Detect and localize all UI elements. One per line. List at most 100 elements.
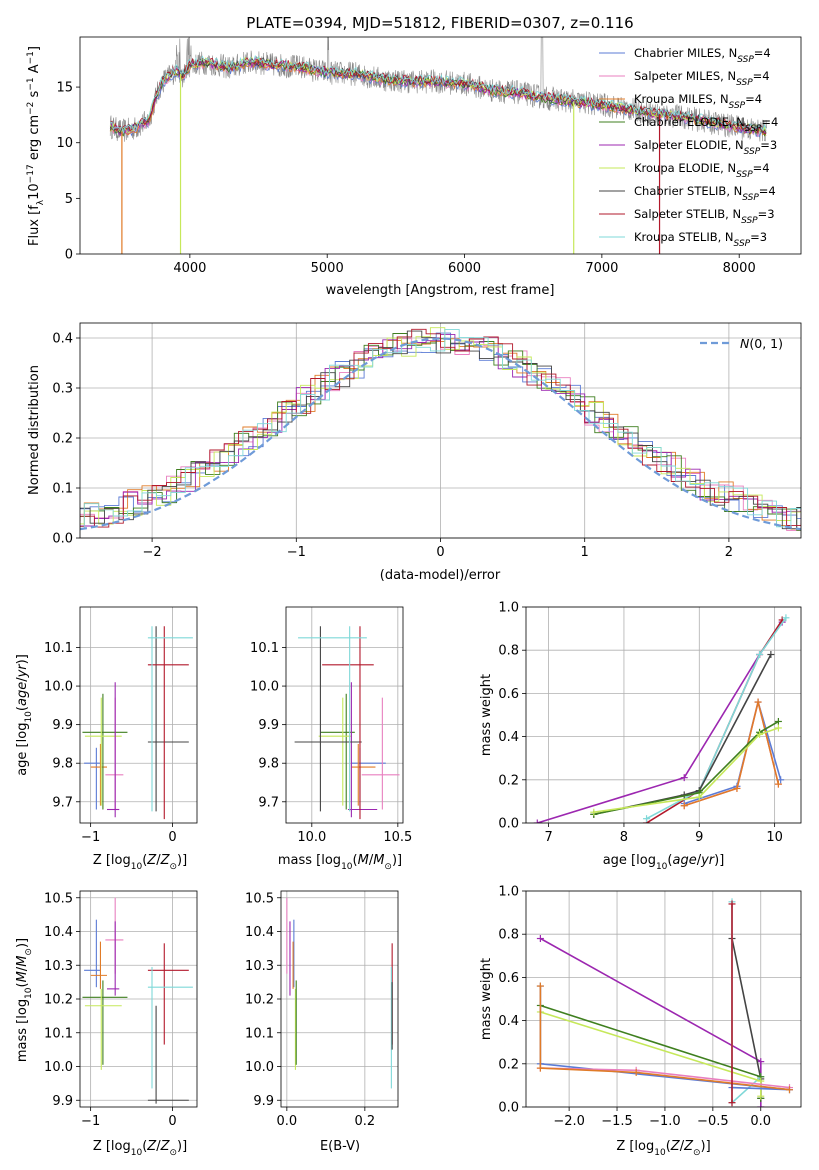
label-part: ( — [353, 853, 358, 868]
label-part: / — [15, 966, 30, 971]
legend-label-kroupa_stelib: Kroupa STELIB, NSSP=3 — [634, 230, 767, 249]
tick-label-y: 1.0 — [498, 885, 519, 900]
tick-label-x: 4000 — [173, 261, 206, 276]
label-part: erg cm — [27, 115, 42, 164]
legend-label-chabrier_elodie: Chabrier ELODIE, NSSP=4 — [634, 115, 778, 134]
tick-label-y: 10.0 — [44, 680, 73, 695]
legend-label-salpeter_stelib: Salpeter STELIB, NSSP=3 — [634, 207, 775, 226]
label-part: )] — [392, 853, 402, 868]
y-axis-label: mass weight — [479, 674, 494, 756]
label-part: SSP — [729, 101, 746, 111]
label-part: −1 — [26, 51, 36, 64]
label-part: )] — [15, 938, 30, 948]
label-part: M — [15, 956, 30, 967]
label-part: SSP — [742, 193, 759, 203]
x-axis-label: (data-model)/error — [380, 568, 501, 583]
label-part: )] — [15, 654, 30, 664]
tick-label-y: 10.2 — [44, 993, 73, 1008]
tick-label-x: 0 — [436, 545, 444, 560]
label-part: 10 — [24, 987, 34, 999]
tick-label-x: 2 — [725, 545, 733, 560]
tick-label-x: −1 — [81, 1114, 100, 1129]
y-axis-label: Normed distribution — [27, 365, 42, 495]
label-part: ⊙ — [24, 948, 34, 956]
x-axis-label: age [log10(age/yr)] — [603, 853, 725, 872]
label-part: age [log — [15, 723, 30, 776]
tick-label-y: 0.6 — [498, 687, 519, 702]
tick-label-y: 10.1 — [44, 641, 73, 656]
tick-label-y: 0.8 — [498, 928, 519, 943]
label-part: Z [log — [616, 1139, 654, 1154]
label-part: −17 — [26, 164, 36, 183]
model-spectrum-kroupa_stelib — [110, 55, 767, 134]
label-part: Chabrier ELODIE, N — [634, 115, 745, 129]
tick-label-x: 6000 — [448, 261, 481, 276]
label-part: =3 — [750, 230, 767, 244]
weight-line-kroupa_miles — [539, 986, 790, 1091]
tick-label-y: 10.0 — [44, 1060, 73, 1075]
axes-frame — [525, 606, 802, 824]
tick-label-x: 5000 — [311, 261, 344, 276]
axes-frame — [79, 36, 802, 255]
label-part: age — [15, 682, 30, 706]
label-part: =4 — [753, 69, 770, 83]
tick-label-y: 10.5 — [44, 891, 73, 906]
label-part: )] — [177, 853, 187, 868]
tick-label-y: 0.2 — [498, 773, 519, 788]
label-part: / — [156, 853, 161, 868]
y-axis-label: mass [log10(M/M⊙)] — [15, 938, 34, 1062]
label-part: age [log — [603, 853, 656, 868]
label-part: SSP — [734, 239, 751, 249]
tick-label-y: 9.9 — [52, 718, 73, 733]
histogram-kroupa_stelib — [80, 329, 801, 529]
label-part: ⊙ — [384, 862, 392, 872]
tick-label-x: −1 — [81, 830, 100, 845]
tick-label-y: 9.7 — [258, 795, 279, 810]
label-part: / — [697, 853, 702, 868]
label-part: )] — [177, 1139, 187, 1154]
tick-label-x: 0.0 — [277, 1114, 298, 1129]
tick-label-y: 0.0 — [498, 817, 519, 832]
label-part: Z [log — [93, 853, 131, 868]
tick-label-x: −2 — [143, 545, 162, 560]
label-part: =4 — [753, 161, 770, 175]
label-part: ] — [27, 46, 42, 51]
label-part: 10 — [24, 711, 34, 723]
tick-label-y: 10 — [56, 136, 73, 151]
tick-label-y: 10.2 — [245, 993, 274, 1008]
tick-label-x: 8000 — [723, 261, 756, 276]
label-part: M — [373, 853, 384, 868]
label-part: 10 — [27, 183, 42, 200]
label-part: 10 — [131, 862, 143, 872]
legend-label-kroupa_elodie: Kroupa ELODIE, NSSP=4 — [634, 161, 770, 180]
panel-mass_vs_Z: −1 09.910.010.110.210.310.410.5Z [log10(Z… — [15, 890, 198, 1158]
tick-label-x: 9 — [695, 830, 703, 845]
label-part: Chabrier STELIB, N — [634, 184, 742, 198]
axes-frame — [285, 606, 404, 824]
gaussian-curve — [80, 337, 801, 531]
label-part: =3 — [758, 207, 775, 221]
legend-label-chabrier_stelib: Chabrier STELIB, NSSP=4 — [634, 184, 776, 203]
label-part: A — [27, 64, 42, 77]
legend-label-chabrier_miles: Chabrier MILES, NSSP=4 — [634, 46, 771, 65]
tick-label-y: 0.1 — [52, 482, 73, 497]
panel-massweight_vs_Z: −2.0 −1.5 −1.0 −0.5 0.0 0.0 0.2 0.4 0.6 0.8 1.0 Z [… — [479, 885, 802, 1158]
label-part: (0, 1) — [749, 336, 783, 351]
label-part: SSP — [736, 170, 753, 180]
label-part: N — [740, 336, 750, 351]
x-axis-label: wavelength [Angstrom, rest frame] — [326, 283, 555, 298]
label-part: Chabrier MILES, N — [634, 46, 737, 60]
label-part: SSP — [736, 78, 753, 88]
label-part: ( — [667, 853, 672, 868]
label-part: =3 — [760, 138, 777, 152]
plot-area — [109, 37, 767, 254]
x-axis-label: Z [log10(Z/Z⊙)] — [93, 1139, 187, 1158]
tick-label-y: 10.0 — [250, 680, 279, 695]
tick-label-x: 0 — [168, 1114, 176, 1129]
panel-age_vs_Z: −1 09.79.89.910.010.1Z [log10(Z/Z⊙)]age [… — [15, 606, 198, 872]
label-part: ( — [142, 853, 147, 868]
weight-line-kroupa_stelib — [646, 617, 787, 820]
